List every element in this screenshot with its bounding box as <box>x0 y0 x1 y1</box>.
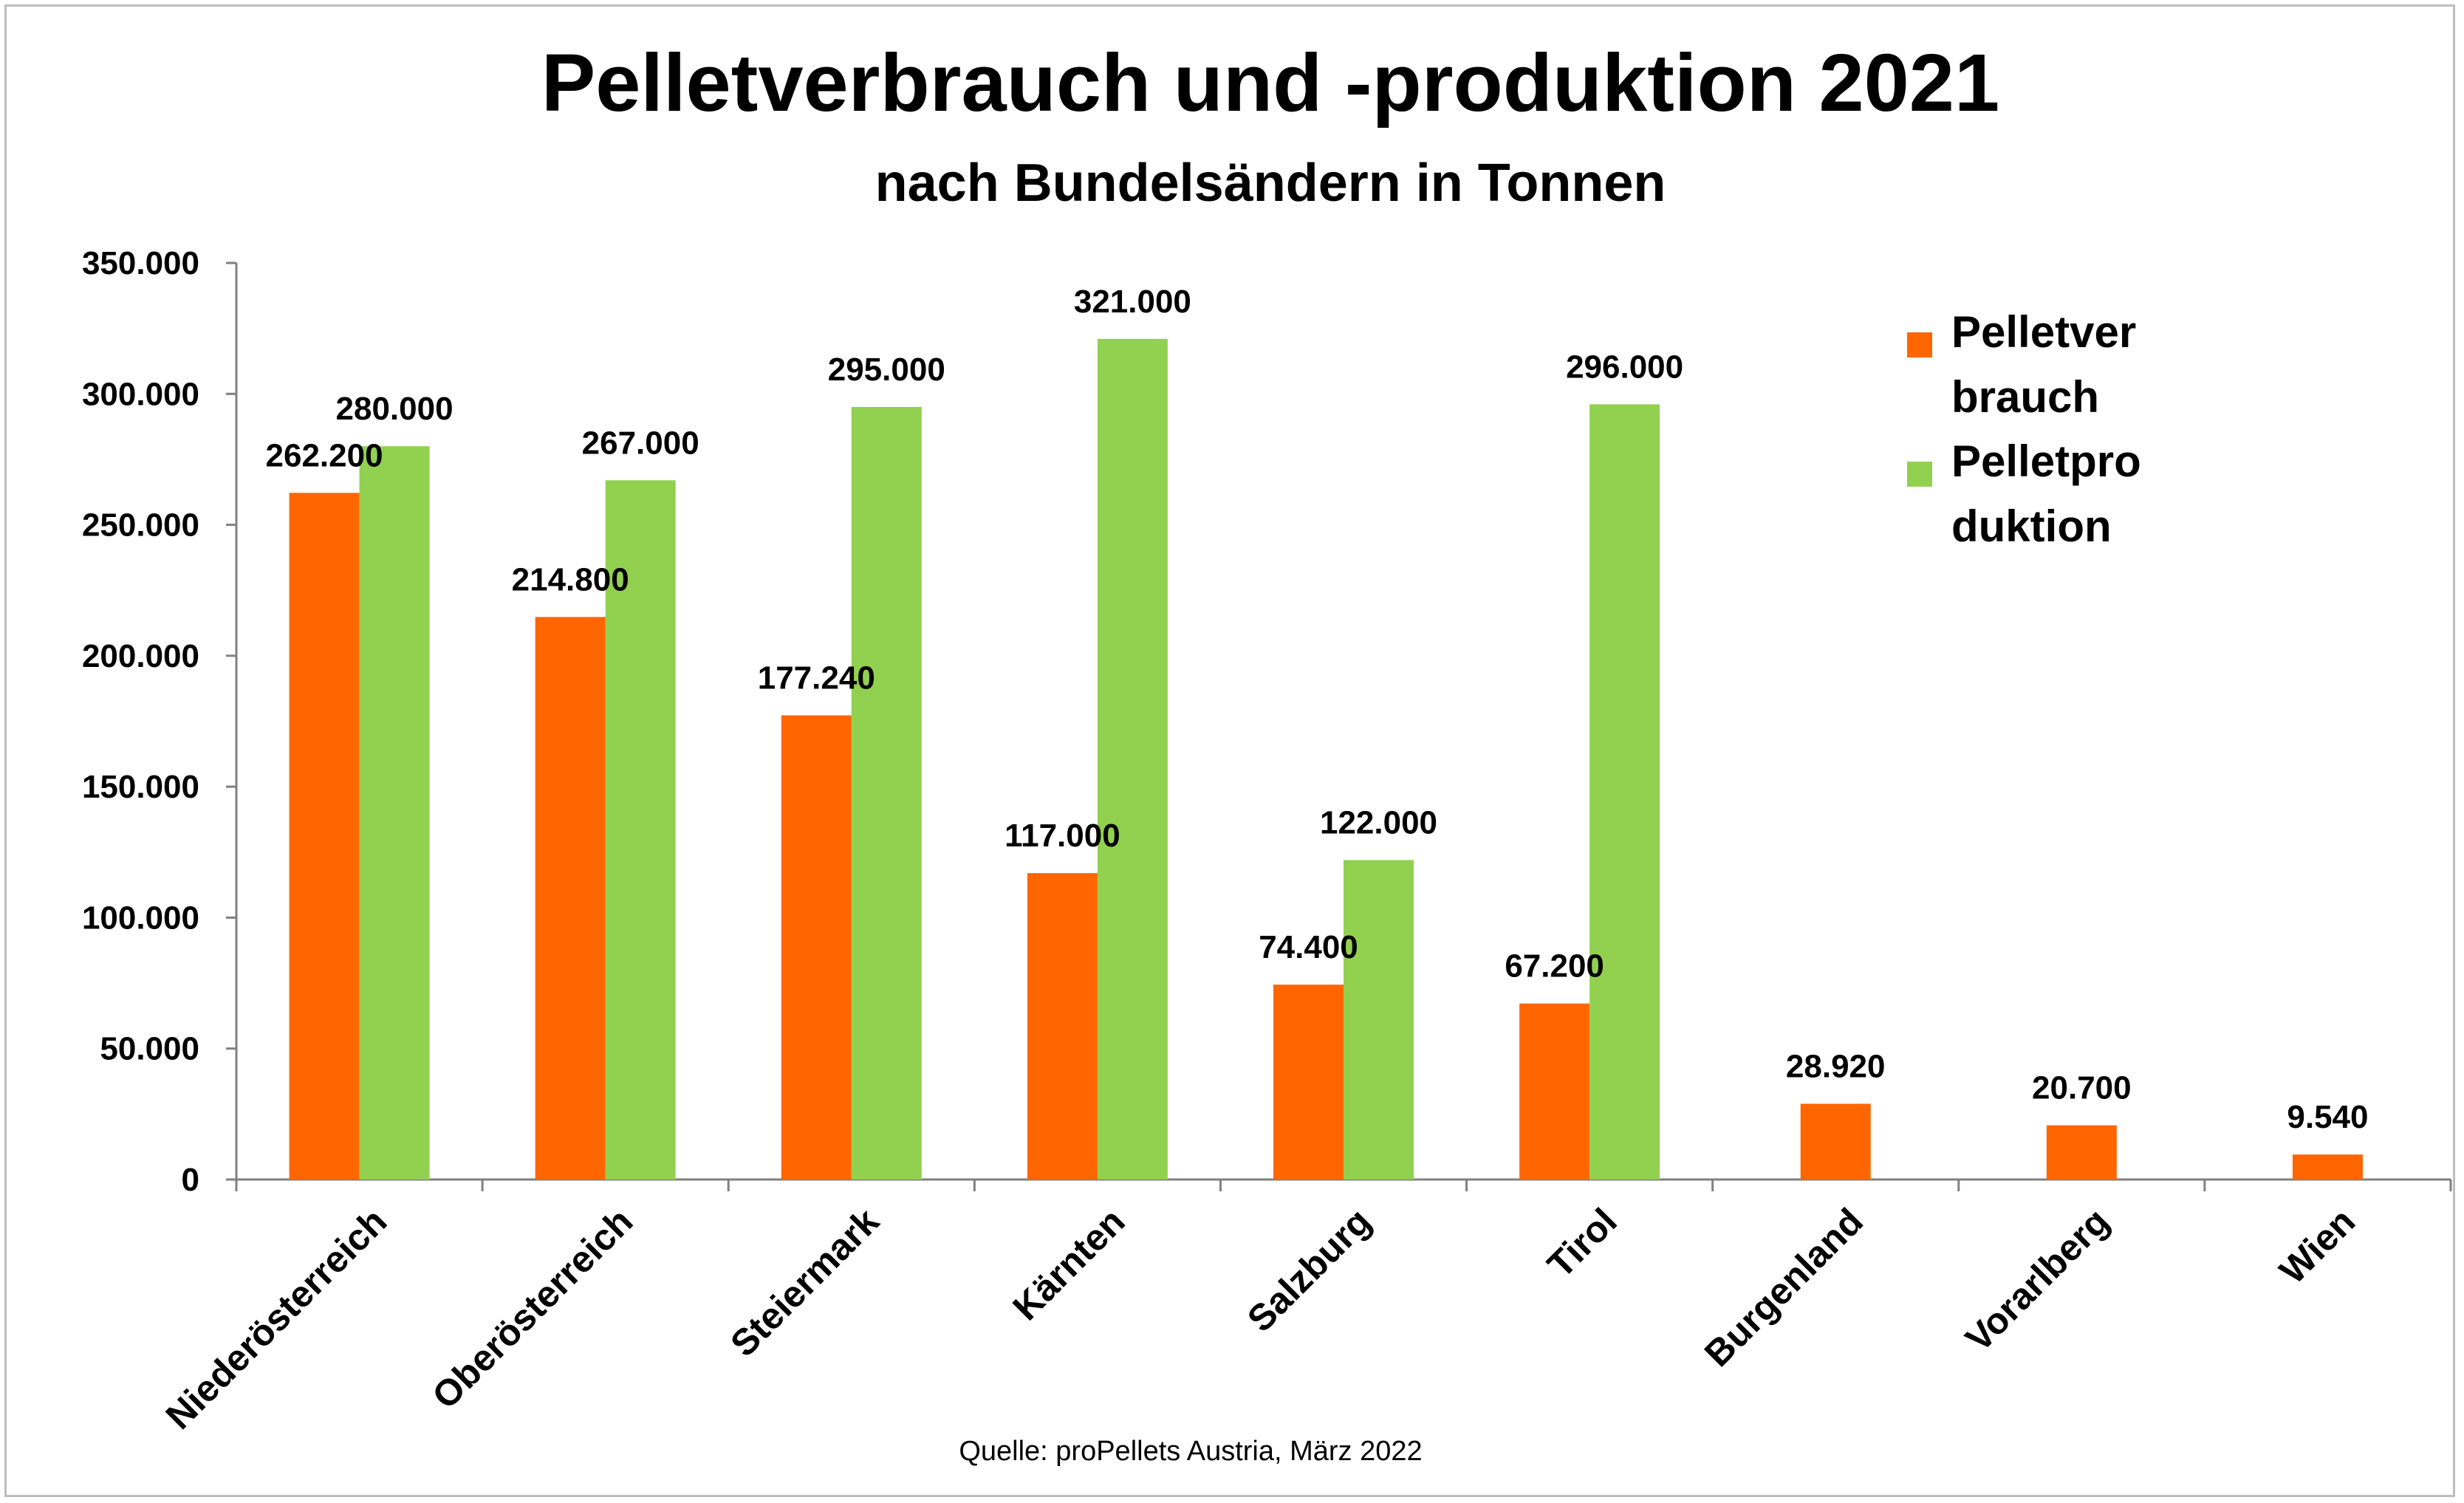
bars <box>289 338 2363 1180</box>
bar-produktion <box>1589 404 1660 1180</box>
x-tick-label: Oberösterreich <box>424 1200 640 1417</box>
x-tick-label: Vorarlberg <box>1957 1200 2117 1360</box>
y-tick-label: 100.000 <box>82 900 199 936</box>
y-tick-label: 300.000 <box>82 376 199 412</box>
x-tick-label: Salzburg <box>1239 1200 1379 1340</box>
data-label: 280.000 <box>336 391 454 427</box>
data-label: 67.200 <box>1505 948 1604 985</box>
y-tick-label: 50.000 <box>100 1031 199 1067</box>
x-tick-label: Burgenland <box>1697 1200 1871 1374</box>
x-tick-label: Kärnten <box>1005 1200 1132 1328</box>
data-label: 177.240 <box>758 660 875 696</box>
chart-title: Pelletverbrauch und -produktion 2021 <box>541 38 1999 129</box>
source-note: Quelle: proPellets Austria, März 2022 <box>959 1436 1422 1467</box>
data-label: 295.000 <box>828 352 945 388</box>
bar-verbrauch <box>1273 985 1344 1180</box>
data-label: 117.000 <box>1005 818 1120 854</box>
legend-label-line: Pelletpro <box>1951 436 2141 486</box>
legend-label-line: Pelletver <box>1951 307 2136 357</box>
y-tick-label: 350.000 <box>82 245 199 281</box>
x-tick-label: Wien <box>2271 1200 2363 1292</box>
data-label: 74.400 <box>1259 929 1358 965</box>
bar-verbrauch <box>1027 873 1098 1180</box>
y-tick-label: 250.000 <box>82 507 199 544</box>
x-tick-label: Steiermark <box>722 1200 887 1365</box>
bar-produktion <box>1097 338 1168 1180</box>
legend-label-line: brauch <box>1951 372 2099 422</box>
data-label: 214.800 <box>512 561 629 598</box>
data-label: 296.000 <box>1566 349 1683 385</box>
bar-verbrauch <box>2046 1125 2117 1180</box>
legend-swatch <box>1907 462 1932 487</box>
legend: Pelletver brauch Pelletpro duktion <box>1907 307 2141 551</box>
data-label: 20.700 <box>2032 1070 2132 1106</box>
bar-verbrauch <box>781 715 852 1180</box>
y-tick-label: 0 <box>182 1162 199 1198</box>
data-label: 262.200 <box>266 437 383 473</box>
data-label: 28.920 <box>1786 1048 1886 1084</box>
chart-subtitle: nach Bundelsändern in Tonnen <box>875 154 1666 213</box>
bar-verbrauch <box>535 617 606 1180</box>
data-label: 267.000 <box>582 425 699 461</box>
data-label: 321.000 <box>1074 284 1191 320</box>
bar-verbrauch <box>2292 1154 2363 1180</box>
legend-label: Pelletpro duktion <box>1951 436 2141 551</box>
bar-produktion <box>1344 860 1414 1180</box>
x-tick-label: Tirol <box>1539 1200 1625 1286</box>
legend-label: Pelletver brauch <box>1951 307 2136 422</box>
x-tick-label: Niederösterreich <box>158 1200 395 1437</box>
legend-swatch <box>1907 332 1932 357</box>
y-axis: 0 50.000 100.000 150.000 200.000 250.000 300.0… <box>82 245 238 1198</box>
y-tick-label: 200.000 <box>82 638 199 674</box>
legend-label-line: duktion <box>1951 501 2112 551</box>
bar-produktion <box>851 407 922 1180</box>
bar-produktion <box>359 446 430 1180</box>
data-label: 122.000 <box>1320 804 1437 840</box>
bar-verbrauch <box>1519 1003 1590 1180</box>
bar-verbrauch <box>289 493 360 1180</box>
data-labels: 262.200 280.000 214.800 267.000 177.240 295.0… <box>266 284 2369 1135</box>
bar-produktion <box>605 480 676 1180</box>
chart-frame <box>4 4 2455 1497</box>
bar-verbrauch <box>1800 1103 1871 1180</box>
y-tick-label: 150.000 <box>82 769 199 805</box>
x-axis: Niederösterreich Oberösterreich Steiermark… <box>158 1178 2452 1437</box>
data-label: 9.540 <box>2287 1099 2368 1135</box>
